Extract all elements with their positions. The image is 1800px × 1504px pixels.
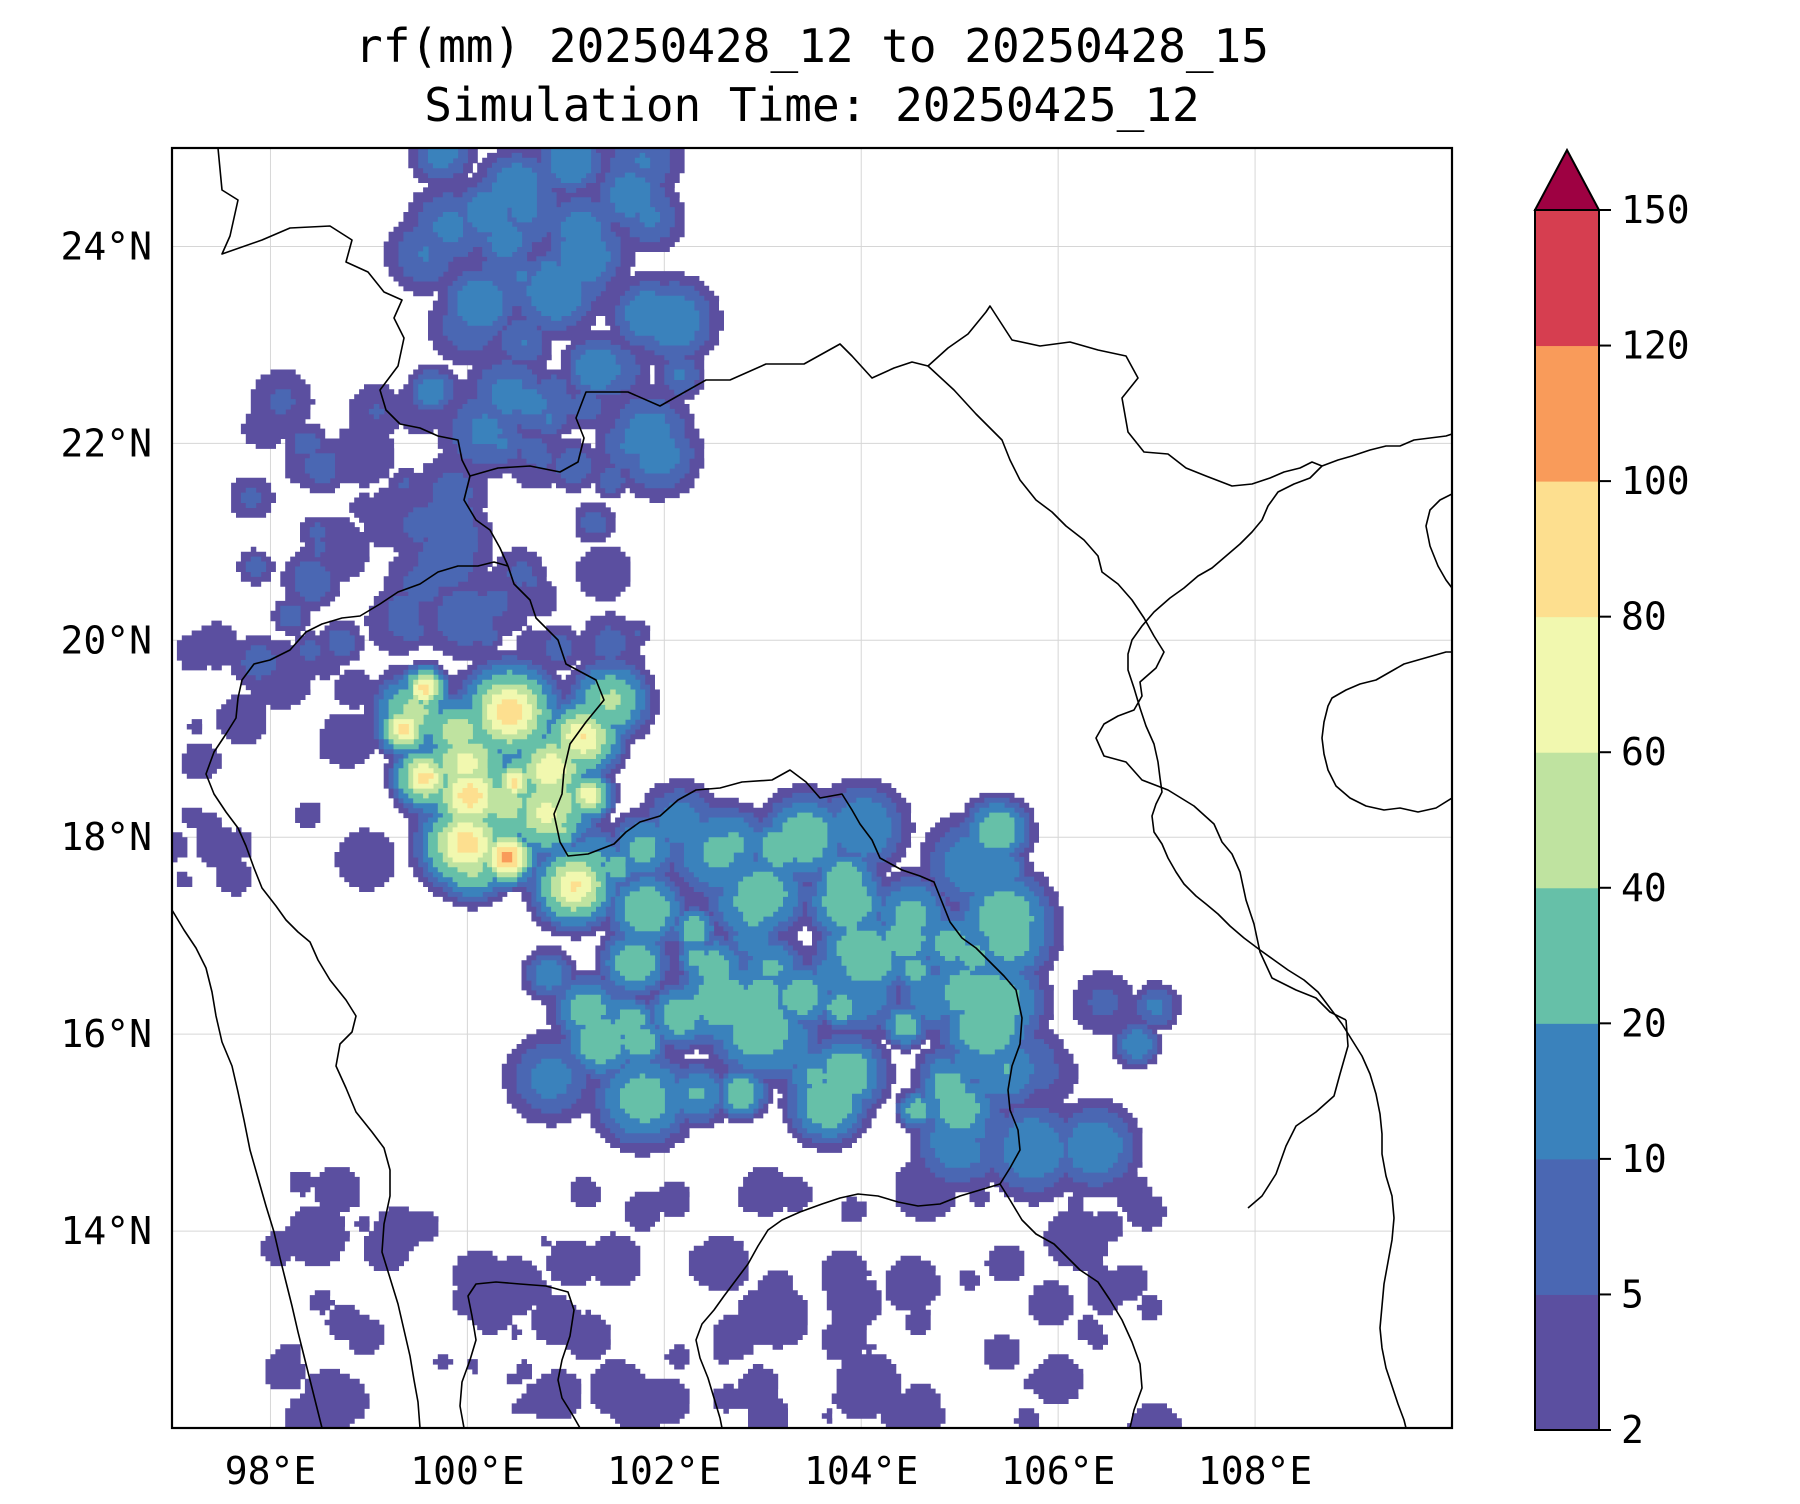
- rain-contour-band: [501, 852, 513, 863]
- colorbar-tick-label: 20: [1621, 1001, 1667, 1045]
- rain-contour-band: [240, 148, 1172, 1193]
- myanmar-thailand-border: [205, 561, 509, 1428]
- colorbar-segment: [1535, 345, 1599, 482]
- leizhou-peninsula: [1425, 493, 1452, 589]
- myanmar-china-border: [217, 148, 471, 477]
- colorbar-extend-arrow: [1533, 147, 1601, 211]
- colorbar-segment: [1535, 1023, 1599, 1160]
- colorbar-segment: [1535, 1294, 1599, 1431]
- colorbar-tick-label: 5: [1621, 1272, 1644, 1316]
- thailand-gulf-coast: [459, 1281, 581, 1428]
- colorbar-frame: [1534, 209, 1600, 1431]
- vietnam-coastline: [1127, 465, 1407, 1428]
- colorbar-tick-label: 80: [1621, 595, 1667, 639]
- y-tick-label: 18°N: [60, 815, 152, 859]
- map-frame: [170, 146, 1454, 1430]
- title-line-2: Simulation Time: 20250425_12: [424, 78, 1199, 132]
- rain-contour-band: [383, 669, 1035, 1129]
- x-tick-label: 108°E: [1198, 1449, 1312, 1493]
- hainan-island: [1321, 651, 1452, 813]
- colorbar-segment: [1535, 616, 1599, 753]
- rain-contour-band: [393, 679, 596, 902]
- y-tick-label: 16°N: [60, 1012, 152, 1056]
- colorbar-segment: [1535, 887, 1599, 1024]
- colorbar-segment: [1535, 1158, 1599, 1295]
- thailand-laos-border: [507, 565, 1023, 1185]
- colorbar-tick-label: 60: [1621, 730, 1667, 774]
- colorbar-tick-label: 150: [1621, 188, 1690, 232]
- laos-vietnam-border-north: [927, 365, 1347, 1021]
- x-tick-label: 106°E: [1001, 1449, 1115, 1493]
- x-tick-label: 100°E: [410, 1449, 524, 1493]
- rainfall-field: [172, 148, 1182, 1428]
- y-tick-label: 24°N: [60, 224, 152, 268]
- cambodia-vietnam-border: [999, 1183, 1143, 1428]
- x-tick-label: 102°E: [607, 1449, 721, 1493]
- china-vietnam-border: [927, 305, 1323, 487]
- y-tick-label: 20°N: [60, 618, 152, 662]
- x-tick-label: 98°E: [225, 1449, 317, 1493]
- x-tick-label: 104°E: [804, 1449, 918, 1493]
- country-borders-and-coastlines: [172, 148, 1452, 1428]
- y-tick-label: 14°N: [60, 1209, 152, 1253]
- colorbar-tick-label: 120: [1621, 324, 1690, 368]
- colorbar-tick-label: 100: [1621, 459, 1690, 503]
- axis-ticks: 98°E 100°E 102°E 104°E 106°E 108°E 14°N 16°N 18°…: [60, 224, 1312, 1493]
- colorbar-segment: [1535, 210, 1599, 347]
- colorbar-segment: [1535, 752, 1599, 889]
- colorbar-tick-label: 40: [1621, 866, 1667, 910]
- myanmar-coast-south: [172, 909, 323, 1428]
- rain-contour-band: [378, 148, 1163, 1178]
- china-laos-border: [469, 343, 929, 477]
- rain-contour-band: [388, 674, 621, 912]
- thailand-cambodia-border: [695, 1183, 1001, 1428]
- y-tick-label: 22°N: [60, 421, 152, 465]
- title-line-1: rf(mm) 20250428_12 to 20250428_15: [355, 19, 1269, 73]
- colorbar-segment: [1535, 481, 1599, 618]
- colorbar-tick-label: 10: [1621, 1137, 1667, 1181]
- myanmar-laos-border: [463, 475, 509, 567]
- colorbar-tick-label: 2: [1621, 1408, 1644, 1452]
- colorbar: 2 5 10 20 40 60 80 100 120 150: [1533, 147, 1690, 1452]
- china-south-coast: [1321, 433, 1452, 467]
- laos-vietnam-border-south: [1247, 1019, 1349, 1209]
